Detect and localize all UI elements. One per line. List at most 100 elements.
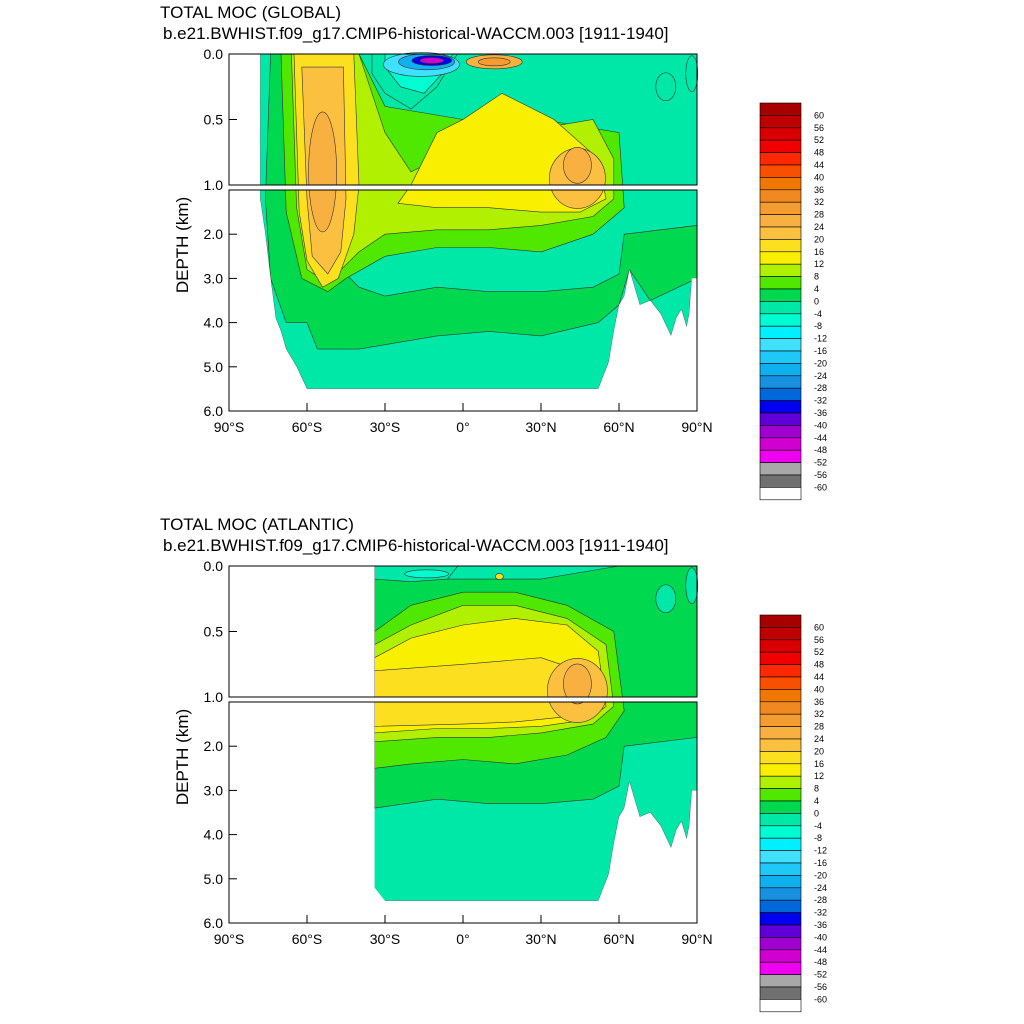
land-mask (260, 54, 697, 411)
colorbar-swatch (759, 614, 802, 628)
colorbar-swatch (759, 425, 802, 439)
colorbar-swatch (759, 775, 802, 789)
x-tick-label: 60°S (292, 419, 323, 435)
colorbar-swatch (759, 713, 802, 727)
colorbar-swatch (759, 763, 802, 777)
colorbar-swatch (759, 676, 802, 690)
land-mask (374, 566, 697, 923)
frame-layer: 0.0 0.5 1.0 2.0 3.0 4.0 5.0 6.090°S 60°S 30°S 0° 30… (204, 46, 713, 435)
colorbar-label: 44 (814, 160, 824, 170)
colorbar-swatch (759, 115, 802, 129)
land-mask (229, 54, 261, 411)
colorbar-swatch (759, 462, 802, 476)
global-panel: TOTAL MOC (GLOBAL) b.e21.BWHIST.f09_g17.… (160, 3, 827, 501)
colorbar-swatch (759, 875, 802, 889)
colorbar-swatch (759, 825, 802, 839)
colorbar-label: 12 (814, 771, 824, 781)
chart-subtitle: b.e21.BWHIST.f09_g17.CMIP6-historical-WA… (163, 536, 669, 555)
colorbar-label: -20 (814, 358, 827, 368)
colorbar-swatch (759, 738, 802, 752)
contour-region (685, 567, 699, 604)
panel-gap (228, 697, 698, 702)
y-tick-label: 4.0 (204, 827, 224, 843)
colorbar-swatch (759, 437, 802, 451)
colorbar-swatch (759, 449, 802, 463)
colorbar-swatch (759, 961, 802, 975)
x-tick-label: 90°S (214, 931, 245, 947)
colorbar-swatch (759, 850, 802, 864)
colorbar-swatch (759, 350, 802, 364)
colorbar-label: 20 (814, 234, 824, 244)
colorbar-label: 32 (814, 709, 824, 719)
colorbar-swatch (759, 177, 802, 191)
colorbar-swatch (759, 664, 802, 678)
colorbar-label: 0 (814, 296, 819, 306)
colorbar-label: -36 (814, 408, 827, 418)
colorbar-label: 16 (814, 759, 824, 769)
colorbar-label: 28 (814, 210, 824, 220)
x-tick-label: 90°N (681, 419, 712, 435)
colorbar-label: 56 (814, 123, 824, 133)
colorbar-swatch (759, 949, 802, 963)
colorbar-label: -36 (814, 920, 827, 930)
colorbar-swatch (759, 813, 802, 827)
colorbar-label: 36 (814, 697, 824, 707)
land-mask (229, 566, 375, 923)
colorbar-swatch (759, 214, 802, 228)
colorbar-label: 8 (814, 784, 819, 794)
colorbar-swatch (759, 325, 802, 339)
colorbar-swatch (759, 788, 802, 802)
contour-region (685, 55, 699, 92)
colorbar-label: -60 (814, 994, 827, 1004)
contour-region (563, 663, 592, 705)
colorbar-swatch (759, 387, 802, 401)
y-tick-label: 1.0 (204, 689, 224, 705)
colorbar-swatch (759, 924, 802, 938)
colorbar-swatch (759, 375, 802, 389)
colorbar-swatch (759, 164, 802, 178)
colorbar: 60565248444036322824201612840-4-8-12-16-… (759, 614, 827, 1013)
colorbar-label: 20 (814, 746, 824, 756)
colorbar-label: 40 (814, 172, 824, 182)
moc-plot-global: 0.0 0.5 1.0 2.0 3.0 4.0 5.0 6.090°S 60°S 30°S 0° 30… (173, 46, 827, 501)
colorbar-label: -56 (814, 982, 827, 992)
colorbar-swatch (759, 251, 802, 265)
colorbar-label: -48 (814, 957, 827, 967)
y-tick-label: 0.5 (204, 624, 224, 640)
colorbar-label: 40 (814, 684, 824, 694)
colorbar-label: -4 (814, 821, 822, 831)
y-tick-label: 4.0 (204, 315, 224, 331)
colorbar-swatch (759, 226, 802, 240)
colorbar-label: -48 (814, 445, 827, 455)
colorbar-label: -4 (814, 309, 822, 319)
y-tick-label: 3.0 (204, 782, 224, 798)
atlantic-panel: TOTAL MOC (ATLANTIC) b.e21.BWHIST.f09_g1… (0, 512, 1024, 1024)
colorbar-label: -56 (814, 470, 827, 480)
colorbar-swatch (759, 288, 802, 302)
colorbar-label: -40 (814, 932, 827, 942)
colorbar-swatch (759, 974, 802, 988)
colorbar-label: -24 (814, 883, 827, 893)
chart-title: TOTAL MOC (ATLANTIC) (160, 515, 354, 534)
y-tick-label: 3.0 (204, 270, 224, 286)
colorbar-label: 44 (814, 672, 824, 682)
colorbar-swatch (759, 837, 802, 851)
y-axis-label: DEPTH (km) (173, 709, 192, 805)
x-tick-label: 30°N (525, 931, 556, 947)
contour-region (655, 584, 677, 614)
y-tick-label: 6.0 (204, 915, 224, 931)
colorbar-label: 0 (814, 808, 819, 818)
colorbar-swatch (759, 152, 802, 166)
colorbar-swatch (759, 651, 802, 665)
colorbar-label: -8 (814, 321, 822, 331)
colorbar-label: 48 (814, 660, 824, 670)
colorbar-swatch (759, 800, 802, 814)
colorbar-label: -20 (814, 870, 827, 880)
colorbar-swatch (759, 999, 802, 1013)
colorbar-swatch (759, 400, 802, 414)
colorbar-swatch (759, 627, 802, 641)
colorbar-label: -16 (814, 346, 827, 356)
colorbar-label: -12 (814, 846, 827, 856)
colorbar-swatch (759, 701, 802, 715)
colorbar-label: -44 (814, 433, 827, 443)
